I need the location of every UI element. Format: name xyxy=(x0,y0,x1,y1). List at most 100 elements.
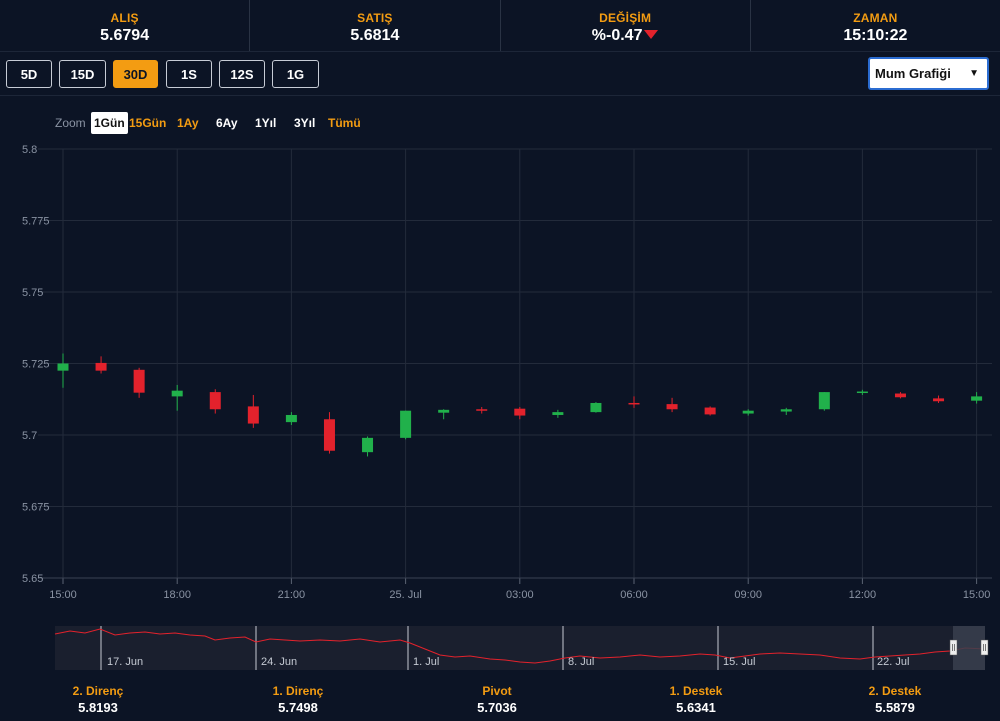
candle[interactable] xyxy=(704,406,716,416)
candle-body xyxy=(552,412,564,415)
zoom-1year-button[interactable]: 1Yıl xyxy=(255,116,277,130)
period-5d-button[interactable]: 5D xyxy=(6,60,52,88)
ask-value: 5.6814 xyxy=(350,27,400,44)
candle[interactable] xyxy=(362,436,374,457)
period-15d-button[interactable]: 15D xyxy=(59,60,106,88)
candle[interactable] xyxy=(818,392,830,411)
candle[interactable] xyxy=(57,353,69,388)
candle[interactable] xyxy=(971,392,983,404)
navigator-date-label: 1. Jul xyxy=(413,656,439,668)
navigator-date-label: 8. Jul xyxy=(568,656,594,668)
candle-body xyxy=(323,419,335,451)
zoom-1day-button[interactable]: 1Gün xyxy=(91,112,128,134)
candle-body xyxy=(666,404,678,410)
candle[interactable] xyxy=(628,396,640,408)
navigator-background xyxy=(55,626,985,670)
x-tick-label: 25. Jul xyxy=(389,589,421,601)
period-30d-button[interactable]: 30D xyxy=(113,60,158,88)
period-12s-button[interactable]: 12S xyxy=(219,60,265,88)
candle[interactable] xyxy=(133,367,145,398)
navigator-date-label: 17. Jun xyxy=(107,656,143,668)
candle[interactable] xyxy=(780,407,792,415)
y-tick-label: 5.725 xyxy=(22,359,50,371)
x-tick-label: 18:00 xyxy=(163,589,191,601)
chevron-down-icon: ▼ xyxy=(969,68,979,79)
zoom-1month-button[interactable]: 1Ay xyxy=(177,116,199,130)
bid-value: 5.6794 xyxy=(100,27,150,44)
navigator-left-handle[interactable] xyxy=(949,639,958,656)
period-1s-button[interactable]: 1S xyxy=(166,60,212,88)
candle[interactable] xyxy=(209,389,221,414)
x-tick-label: 06:00 xyxy=(620,589,648,601)
time-value: 15:10:22 xyxy=(843,27,908,44)
pivot-support-1: 1. Destek 5.6341 xyxy=(636,684,756,715)
x-tick-label: 12:00 xyxy=(849,589,877,601)
change-value: %-0.47 xyxy=(591,27,643,44)
candle[interactable] xyxy=(400,410,412,440)
x-tick-label: 15:00 xyxy=(49,589,77,601)
candle[interactable] xyxy=(856,389,868,395)
y-tick-label: 5.675 xyxy=(22,502,50,514)
candle[interactable] xyxy=(247,394,259,428)
x-tick-label: 15:00 xyxy=(963,589,991,601)
candle[interactable] xyxy=(742,409,754,416)
candle-body xyxy=(247,406,259,424)
pivot-label: 2. Destek xyxy=(868,684,922,698)
candle[interactable] xyxy=(590,402,602,413)
zoom-3year-button[interactable]: 3Yıl xyxy=(294,116,316,130)
pivot-resistance-2: 2. Direnç 5.8193 xyxy=(38,684,158,715)
navigator-series-line xyxy=(54,628,986,664)
chart-type-value: Mum Grafiği xyxy=(875,66,951,81)
pivot-value: 5.6341 xyxy=(676,700,716,715)
navigator-selected-range[interactable] xyxy=(953,626,985,670)
period-1g-button[interactable]: 1G xyxy=(272,60,319,88)
candle[interactable] xyxy=(933,395,945,403)
y-tick-label: 5.7 xyxy=(22,430,37,442)
candle-body xyxy=(971,396,983,401)
ask-label: SATIŞ xyxy=(357,11,393,25)
quote-bar: ALIŞ 5.6794 SATIŞ 5.6814 DEĞİŞİM %-0.47 … xyxy=(0,0,1000,52)
candle-body xyxy=(894,393,906,398)
candle[interactable] xyxy=(323,412,335,454)
x-tick-label: 21:00 xyxy=(278,589,306,601)
y-tick-label: 5.65 xyxy=(22,573,43,585)
candle-body xyxy=(171,390,183,397)
pivot-value: 5.7036 xyxy=(477,700,517,715)
x-tick-label: 03:00 xyxy=(506,589,534,601)
zoom-6month-button[interactable]: 6Ay xyxy=(216,116,238,130)
navigator-right-handle[interactable] xyxy=(980,639,989,656)
pivot-resistance-1: 1. Direnç 5.7498 xyxy=(238,684,358,715)
candle[interactable] xyxy=(476,406,488,414)
candles xyxy=(57,353,983,457)
candle[interactable] xyxy=(552,409,564,418)
candle-body xyxy=(400,410,412,438)
candle-body xyxy=(742,410,754,414)
candlestick-chart[interactable]: 5.8 5.775 5.75 5.725 5.7 5.675 5.65 15:00 18:00… xyxy=(0,140,1000,605)
navigator[interactable]: 17. Jun 24. Jun 1. Jul 8. Jul 15. Jul 22… xyxy=(0,622,1000,672)
zoom-label: Zoom xyxy=(55,116,86,130)
candle[interactable] xyxy=(514,406,526,420)
candle-body xyxy=(133,369,145,393)
candle-body xyxy=(57,363,69,371)
candle-body xyxy=(476,409,488,411)
navigator-date-label: 15. Jul xyxy=(723,656,755,668)
zoom-15day-button[interactable]: 15Gün xyxy=(129,116,167,130)
candle[interactable] xyxy=(95,356,107,374)
candle-body xyxy=(95,362,107,371)
candle-body xyxy=(704,407,716,415)
candle-body xyxy=(285,414,297,423)
pivot-value: 5.7498 xyxy=(278,700,318,715)
y-tick-label: 5.75 xyxy=(22,287,43,299)
candle-body xyxy=(628,402,640,405)
x-tick-label: 09:00 xyxy=(734,589,762,601)
chart-type-select[interactable]: Mum Grafiği ▼ xyxy=(868,57,989,90)
candle[interactable] xyxy=(666,397,678,413)
candle[interactable] xyxy=(894,392,906,399)
candle[interactable] xyxy=(171,384,183,411)
candle[interactable] xyxy=(285,412,297,425)
candle-body xyxy=(438,409,450,413)
candle[interactable] xyxy=(438,409,450,420)
time-label: ZAMAN xyxy=(853,11,898,25)
pivot-label: 2. Direnç xyxy=(72,684,124,698)
zoom-all-button[interactable]: Tümü xyxy=(328,116,361,130)
